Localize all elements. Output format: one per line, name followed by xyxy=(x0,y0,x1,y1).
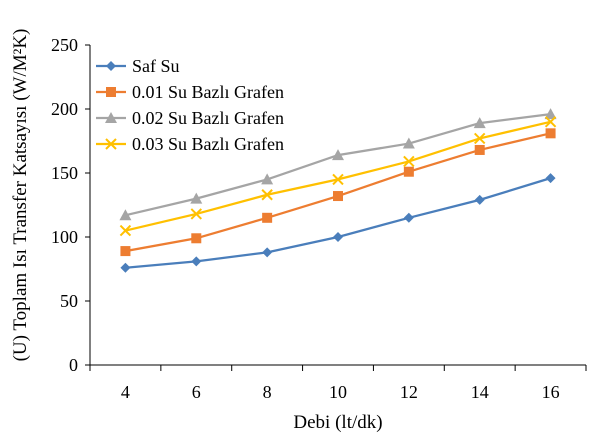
data-point xyxy=(473,117,486,129)
data-point xyxy=(332,149,344,161)
series-2 xyxy=(120,128,556,257)
x-tick-label: 4 xyxy=(121,382,130,402)
data-point xyxy=(544,116,557,128)
series-4 xyxy=(119,116,557,237)
legend-marker xyxy=(105,138,117,150)
data-point xyxy=(119,209,132,221)
y-tick-label: 50 xyxy=(60,291,78,311)
data-point xyxy=(119,224,132,237)
x-axis-ticks: 4 6 8 10 12 14 16 xyxy=(89,365,587,402)
legend: Saf Su 0.01 Su Bazlı Grafen 0.02 Su Bazlı … xyxy=(96,56,284,154)
data-point xyxy=(403,166,414,177)
data-point xyxy=(333,191,343,202)
legend-label: Saf Su xyxy=(132,56,180,76)
data-point xyxy=(544,108,557,120)
data-point xyxy=(262,212,273,223)
legend-label: 0.02 Su Bazlı Grafen xyxy=(132,108,284,128)
data-point xyxy=(190,192,203,204)
y-axis-title: (U) Toplam Isı Transfer Katsayısı (W/M²K… xyxy=(10,29,31,362)
data-point xyxy=(191,256,202,267)
x-tick-label: 10 xyxy=(329,382,347,402)
legend-label: 0.03 Su Bazlı Grafen xyxy=(132,134,284,154)
series-layer xyxy=(119,108,557,273)
y-tick-label: 150 xyxy=(51,163,78,183)
data-point xyxy=(120,262,131,273)
data-point xyxy=(191,233,202,244)
y-tick-label: 0 xyxy=(69,355,78,375)
data-point xyxy=(261,189,273,201)
x-axis-title: Debi (lt/dk) xyxy=(293,412,382,433)
x-tick-label: 6 xyxy=(192,382,201,402)
data-point xyxy=(403,212,414,223)
legend-marker xyxy=(106,61,116,71)
data-point xyxy=(474,132,486,145)
legend-entry: 0.01 Su Bazlı Grafen xyxy=(96,82,284,102)
data-point xyxy=(261,173,274,185)
legend-marker xyxy=(105,112,117,123)
x-tick-label: 12 xyxy=(400,382,418,402)
data-point xyxy=(332,173,344,186)
legend-label: 0.01 Su Bazlı Grafen xyxy=(132,82,284,102)
y-tick-label: 250 xyxy=(51,35,78,55)
x-tick-label: 8 xyxy=(263,382,272,402)
legend-entry: 0.02 Su Bazlı Grafen xyxy=(96,108,284,128)
y-tick-label: 100 xyxy=(51,227,78,247)
legend-entry: Saf Su xyxy=(96,56,180,76)
data-point xyxy=(403,155,415,168)
data-point xyxy=(545,173,556,184)
y-axis-ticks: 0 50 100 150 200 250 xyxy=(51,35,90,375)
legend-entry: 0.03 Su Bazlı Grafen xyxy=(96,134,284,154)
y-tick-label: 200 xyxy=(51,99,78,119)
data-point xyxy=(474,144,485,155)
series-3 xyxy=(119,108,557,221)
data-point xyxy=(190,208,202,220)
data-point xyxy=(545,128,556,139)
data-point xyxy=(120,246,131,257)
data-point xyxy=(474,194,485,205)
data-point xyxy=(333,232,343,242)
data-point xyxy=(402,137,415,149)
x-tick-label: 14 xyxy=(471,382,489,402)
series-1 xyxy=(120,173,556,273)
plot-area xyxy=(89,45,586,366)
data-point xyxy=(262,247,273,258)
legend-marker xyxy=(106,87,116,97)
x-tick-label: 16 xyxy=(542,382,560,402)
